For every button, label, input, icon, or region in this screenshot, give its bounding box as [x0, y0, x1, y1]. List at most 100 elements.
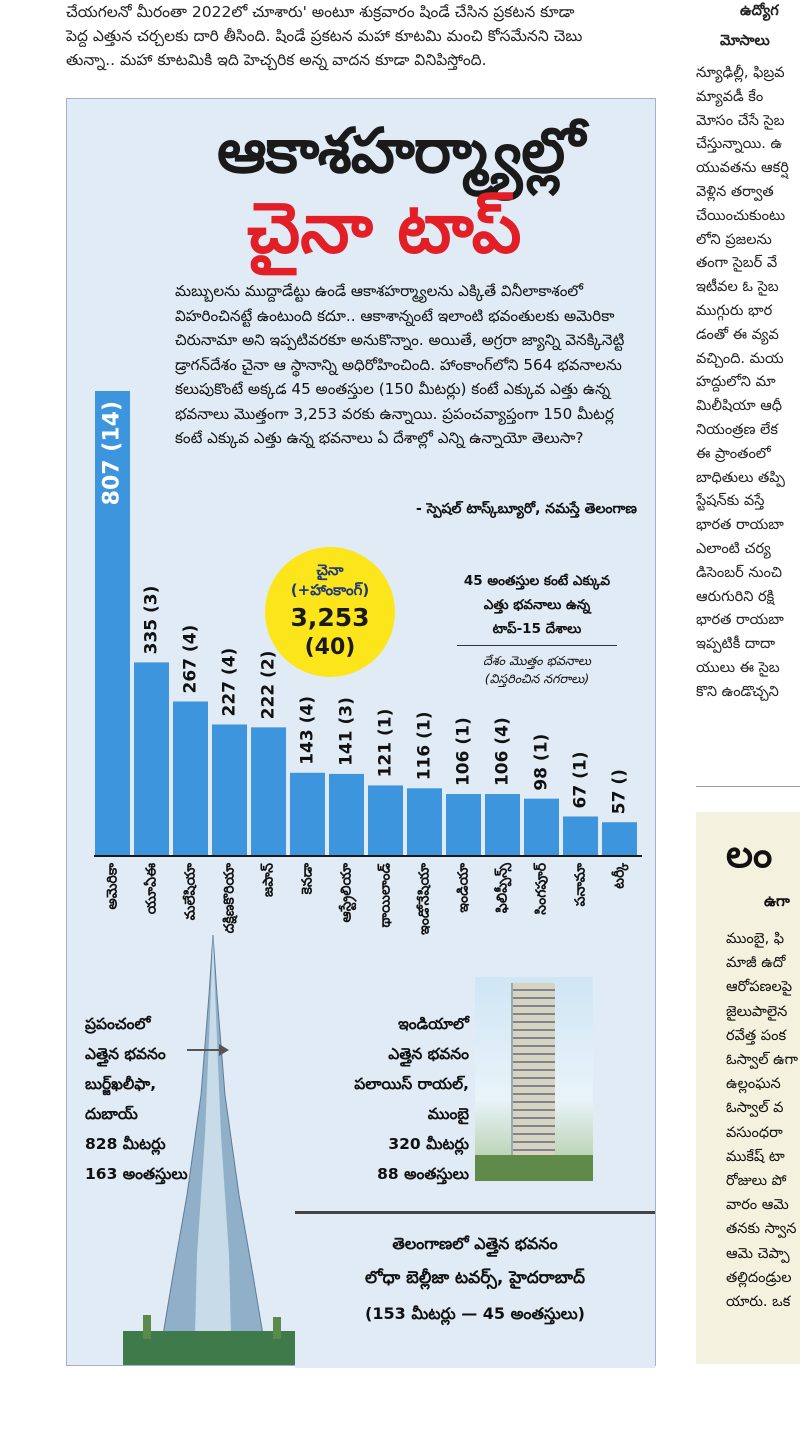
infographic-title-line1: ఆకాశహర్మ్యాల్లో [217, 114, 585, 187]
intro-line: పెద్ద ఎత్తున చర్చలకు దారి తీసింది. షిండే… [66, 27, 583, 45]
article-line: కొని ఉండొచ్చని [696, 683, 779, 700]
tower-trees [475, 1155, 593, 1181]
bar-value-label: 807 (14) [100, 401, 125, 505]
article-line: ఆరుగురిని రక్షి [696, 588, 775, 605]
article-line: ఇప్పటికీ దాదా [696, 636, 776, 653]
category-label: మలేషియా [183, 862, 199, 920]
caption-line: 88 అంతస్తులు [377, 1165, 469, 1183]
column-divider [696, 786, 800, 787]
right-article-kicker: ఉద్యోగ [740, 3, 779, 19]
article-line: డిసెంబర్ నుంచి [696, 564, 782, 581]
caption-line: బుర్జ్‌ఖలీఫా, [85, 1075, 157, 1093]
article-line: యారు. ఒక [726, 1294, 791, 1311]
legend-note: (విస్తరించిన నగరాలు) [484, 671, 590, 686]
category-label: కెనడా [300, 862, 316, 895]
article-line: యులు ఈ సైబ [696, 659, 780, 676]
article-line: ఎలాంటి చర్య [696, 540, 771, 557]
article-line: జైలుపాలైన [726, 1003, 788, 1020]
legend-line: టాప్-15 దేశాలు [492, 621, 582, 637]
bar-value-label: 116 (1) [415, 712, 435, 781]
category-label: సింగపూర్ [533, 862, 550, 914]
article-line: లోని ప్రజలను [696, 231, 772, 248]
caption-line: (153 మీటర్లు — 45 అంతస్తులు) [365, 1304, 585, 1323]
category-label: ఫిలిప్పీన్స్ [494, 863, 513, 913]
legend-line: 45 అంతస్తుల కంటే ఎక్కువ [463, 573, 611, 589]
bar [95, 391, 130, 855]
article-line: ముగ్గురు భార [696, 302, 773, 319]
bar [407, 788, 442, 855]
category-label: ఇండియా [456, 863, 472, 913]
caption-line: 163 అంతస్తులు [85, 1165, 188, 1183]
bar-value-label: 121 (1) [376, 709, 396, 778]
category-label: ఆస్ట్రేలియా [339, 863, 358, 923]
article-line: వచ్చింది. మయ [696, 350, 784, 367]
article-line: బాధితులు తప్పి [696, 469, 785, 486]
article-line: న్యూఢిల్లీ, ఫిబ్రవ [696, 65, 785, 81]
bar-value-label: 141 (3) [337, 697, 357, 766]
bar [290, 772, 325, 855]
article-line: చేస్తున్నాయి. ఉ [696, 136, 783, 153]
category-label: టర్కీ [611, 863, 629, 889]
article-line: తనకు స్వాన [726, 1221, 797, 1238]
article-line: నియంత్రణ లేక [696, 421, 778, 438]
china-label: చైనా [316, 561, 344, 579]
article-line: ఆరోపణలపై [726, 979, 793, 996]
china-highlight-circle: చైనా (+హాంకాంగ్) 3,253 (40) [265, 547, 395, 677]
intro-line: చేయగలనో మీరంతా 2022లో చూశారు' అంటూ శుక్ర… [66, 3, 575, 21]
article-line: మిలీషియా ఆధీ [696, 398, 783, 415]
infographic-title-line2: చైనా టాప్ [247, 187, 522, 269]
tower-building [511, 983, 555, 1173]
category-label: అమెరికా [105, 862, 121, 909]
bar [329, 773, 364, 855]
category-label: పనామా [573, 862, 589, 906]
bar [602, 822, 637, 855]
caption-line: ఎత్తైన భవనం [85, 1045, 166, 1063]
article-line: రవేత్త పంక [726, 1027, 787, 1044]
bar [368, 785, 403, 855]
india-tallest-caption: ఇండియాలో ఎత్తైన భవనం పలాయిస్ రాయల్, ముంబ… [337, 1009, 469, 1189]
article-line: వసుంధరా [726, 1124, 783, 1141]
article-line: ముకేష్ టా [726, 1148, 785, 1165]
caption-line: పలాయిస్ రాయల్, [354, 1075, 469, 1093]
bar-value-label: 222 (2) [259, 651, 279, 720]
caption-line: 828 మీటర్లు [85, 1135, 166, 1153]
category-label: దక్షిణకొరియా [222, 863, 238, 934]
bar-value-label: 106 (1) [454, 717, 474, 786]
bar-value-label: 267 (4) [181, 625, 201, 694]
bar-value-label: 106 (4) [493, 717, 513, 786]
right-article-column: ఉద్యోగ మోసాలు న్యూఢిల్లీ, ఫిబ్రవ మ్యావడీ … [680, 0, 800, 1430]
bar [134, 662, 169, 855]
arrow-icon [187, 1044, 229, 1056]
bar-value-label: 57 () [610, 769, 630, 814]
article-line: వెళ్లిన తర్వాత [696, 183, 774, 200]
bar [563, 816, 598, 855]
caption-line: తెలంగాణలో ఎత్తైన భవనం [392, 1234, 558, 1253]
article-line: మ్యావడీ కేం [696, 88, 764, 105]
category-label: జపాన్ [260, 863, 277, 897]
category-label: యూఏఈ [144, 863, 160, 914]
chart-legend: 45 అంతస్తుల కంటే ఎక్కువ ఎత్తు భవనాలు ఉన్… [447, 569, 627, 688]
intro-article-text: చేయగలనో మీరంతా 2022లో చూశారు' అంటూ శుక్ర… [66, 0, 670, 72]
article-line: ఓస్వాల్ ఉగా [726, 1052, 799, 1069]
infographic-lead: మబ్బులను ముద్దాడేట్టు ఉండే ఆకాశహర్మ్యాలన… [175, 282, 625, 447]
bar-chart: 807 (14) అమెరికా 335 (3) యూఏఈ 267 (4) మలేషియా… [95, 391, 637, 935]
article-line: తంగా సైబర్ వే [696, 255, 778, 272]
bar-value-label: 98 (1) [532, 734, 552, 791]
article-line: చేయించుకుంటు [696, 207, 786, 224]
chart-baseline [94, 855, 642, 857]
right-article-subhead: మోసాలు [720, 33, 770, 49]
caption-line: ముంబై [427, 1105, 469, 1123]
china-count: 3,253 [290, 603, 370, 632]
article-line: ఈ ప్రాంతంలో [696, 445, 771, 462]
byline: - స్పెషల్ టాస్క్‌బ్యూరో, నమస్తే తెలంగాణ [415, 501, 637, 517]
article-line: ఓస్వాల్ వ [726, 1100, 784, 1117]
legend-rule [457, 645, 617, 646]
caption-line: ప్రపంచంలో [85, 1015, 151, 1033]
caption-line: లోధా బెల్లీజా టవర్స్, హైదరాబాద్ [365, 1268, 585, 1288]
article-line: మాజీ ఉదో [726, 955, 786, 972]
box-subhead: ఉగా [764, 892, 790, 910]
bar [485, 794, 520, 855]
bar [446, 794, 481, 855]
burj-khalifa-illustration [123, 935, 303, 1365]
intro-line: తున్నా.. మహా కూటమికి ఇది హెచ్చరిక అన్న వ… [66, 51, 487, 69]
